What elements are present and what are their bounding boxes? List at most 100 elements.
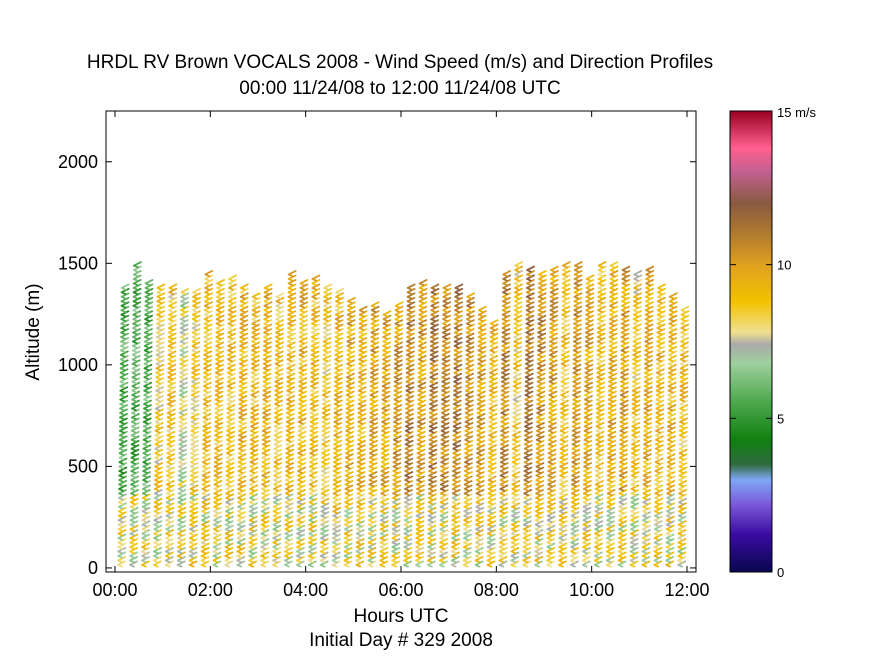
wind-barb — [392, 435, 402, 443]
wind-barb — [200, 542, 210, 550]
wind-barb — [261, 439, 271, 447]
wind-barb — [549, 310, 559, 318]
wind-barb — [642, 457, 652, 465]
wind-barb — [474, 551, 484, 559]
wind-barb — [560, 395, 570, 403]
wind-barb — [548, 346, 558, 354]
wind-barb — [629, 547, 639, 555]
wind-barb — [547, 475, 557, 483]
wind-barb — [406, 305, 416, 313]
wind-barb — [357, 368, 367, 376]
wind-barb — [464, 448, 473, 456]
wind-barb — [204, 283, 213, 291]
wind-barb — [466, 310, 475, 318]
wind-barb — [596, 350, 606, 358]
wind-barb — [597, 296, 607, 304]
wind-barb — [596, 390, 605, 398]
wind-barb — [609, 296, 618, 304]
wind-barb — [428, 417, 438, 425]
wind-barb — [129, 520, 139, 528]
wind-barb — [656, 332, 666, 340]
wind-barb — [381, 413, 391, 421]
wind-barb — [190, 448, 199, 456]
wind-barb — [260, 538, 270, 546]
wind-barb — [415, 511, 425, 519]
wind-barb — [320, 489, 330, 497]
wind-barb — [120, 283, 130, 291]
wind-barb — [560, 341, 570, 349]
wind-barb — [368, 484, 378, 492]
wind-barb — [406, 296, 416, 304]
wind-barb — [512, 368, 522, 376]
wind-barb — [607, 426, 617, 434]
wind-barb — [248, 547, 258, 555]
wind-barb — [212, 542, 222, 550]
wind-barb — [416, 453, 426, 461]
wind-barb — [131, 346, 141, 354]
wind-barb — [225, 502, 234, 510]
wind-barb — [333, 399, 343, 407]
wind-barb — [380, 439, 390, 447]
wind-barb — [356, 462, 366, 470]
wind-barb — [167, 381, 176, 389]
wind-barb — [416, 448, 426, 456]
wind-barb — [225, 471, 235, 479]
wind-barb — [561, 283, 571, 291]
wind-barb — [192, 292, 201, 300]
wind-barb — [382, 350, 391, 358]
wind-barb — [309, 448, 319, 456]
wind-barb — [153, 480, 163, 488]
wind-barb — [536, 404, 546, 412]
wind-barb — [406, 332, 415, 340]
wind-barb — [213, 484, 223, 492]
wind-barb — [238, 399, 248, 407]
wind-barb — [238, 390, 248, 398]
wind-barb — [201, 453, 211, 461]
wind-barb — [346, 346, 356, 354]
wind-barb — [262, 395, 272, 403]
wind-barb — [606, 533, 615, 541]
wind-barb — [549, 323, 559, 331]
wind-barb — [677, 524, 687, 532]
wind-barb — [633, 292, 642, 300]
wind-barb — [561, 270, 571, 278]
wind-barb — [430, 328, 439, 336]
wind-barb — [609, 279, 619, 287]
wind-barb — [489, 368, 498, 376]
wind-barb — [584, 377, 594, 385]
wind-barb — [524, 413, 534, 421]
wind-barb — [260, 515, 270, 523]
wind-barb — [238, 430, 247, 439]
wind-barb — [656, 346, 666, 354]
wind-barb — [357, 408, 367, 416]
wind-barb — [546, 560, 555, 568]
wind-barb — [392, 457, 402, 465]
wind-barb — [668, 301, 678, 309]
wind-barb — [629, 556, 639, 564]
wind-barb — [654, 484, 664, 492]
wind-barb — [129, 524, 139, 532]
wind-barb — [143, 368, 153, 376]
wind-barb — [630, 520, 639, 528]
wind-barb — [666, 435, 676, 443]
wind-barb — [524, 426, 533, 434]
wind-barb — [368, 462, 378, 470]
wind-barb — [605, 560, 615, 568]
wind-barb — [167, 363, 177, 372]
wind-barb — [523, 444, 533, 452]
wind-barb — [357, 435, 366, 443]
wind-barb — [381, 381, 391, 389]
wind-barb — [581, 556, 591, 564]
wind-barb — [142, 417, 152, 425]
wind-barb — [645, 270, 655, 278]
wind-barb — [177, 466, 187, 474]
wind-barb — [203, 346, 213, 354]
wind-barb — [439, 493, 449, 501]
wind-barb — [118, 471, 128, 479]
wind-barb — [343, 542, 353, 550]
wind-barb — [464, 395, 474, 403]
wind-barb — [227, 354, 236, 363]
wind-barb — [203, 314, 213, 322]
wind-barb — [213, 502, 223, 510]
wind-barb — [510, 529, 520, 537]
